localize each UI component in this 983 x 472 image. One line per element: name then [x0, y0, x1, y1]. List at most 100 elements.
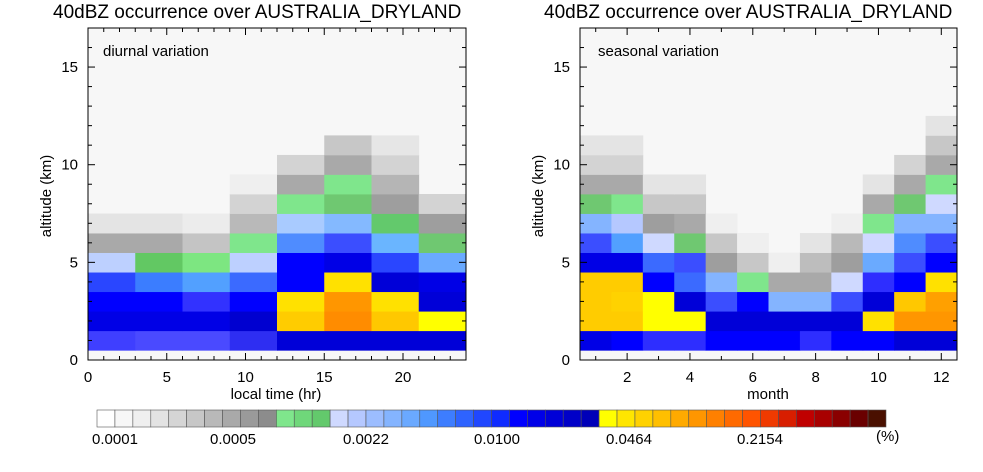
y-tick-label: 0	[562, 352, 570, 369]
y-tick-label: 10	[61, 157, 78, 174]
colorbar-swatch	[634, 409, 654, 428]
heatmap-cell	[894, 174, 926, 195]
axis-ticks: 0 5 10 15 0 5 10 15 20	[61, 27, 467, 386]
heatmap-cell	[324, 272, 372, 293]
heatmap-cell	[418, 311, 467, 332]
colorbar-swatch	[760, 409, 779, 428]
heatmap-cell	[674, 311, 707, 332]
y-tick-label: 15	[553, 59, 570, 76]
heatmap-cell	[277, 194, 325, 214]
colorbar-swatch	[383, 409, 403, 428]
colorbar: 0.0001 0.0005 0.0022 0.0100 0.0464 0.2154 (%)	[92, 409, 899, 448]
heatmap-cell	[418, 194, 467, 214]
colorbar-swatch	[240, 409, 259, 428]
colorbar-swatch	[276, 409, 295, 428]
heatmap-cell	[768, 330, 801, 351]
heatmap-cell	[737, 330, 769, 351]
y-tick-label: 5	[562, 254, 570, 271]
heatmap-cell	[894, 233, 926, 253]
heatmap-cell	[324, 154, 372, 175]
heatmap-cell	[135, 291, 183, 312]
y-tick-label: 10	[553, 157, 570, 174]
colorbar-swatch	[96, 409, 116, 428]
x-axis-label: local time (hr)	[231, 386, 322, 403]
heatmap-cell	[705, 213, 738, 234]
heatmap-cell	[611, 330, 644, 351]
heatmap-cell	[737, 252, 769, 273]
heatmap-cell	[894, 194, 926, 214]
heatmap-cell	[831, 291, 864, 312]
heatmap-cell	[418, 291, 467, 312]
heatmap-cell	[135, 311, 183, 332]
x-axis-label: month	[747, 386, 789, 403]
heatmap-cell	[894, 154, 926, 175]
colorbar-tick-label: 0.0022	[343, 431, 389, 448]
colorbar-swatch	[580, 409, 600, 428]
heatmap-cell	[925, 291, 958, 312]
heatmap-cell	[182, 311, 231, 332]
colorbar-tick-label: 0.0001	[92, 431, 138, 448]
colorbar-swatch	[347, 409, 367, 428]
heatmap-cell	[611, 213, 644, 234]
colorbar-swatch	[867, 409, 887, 428]
heatmap-cell	[371, 233, 420, 253]
heatmap-cell	[371, 194, 420, 214]
x-tick-label: 4	[686, 369, 694, 386]
heatmap-cell	[580, 135, 612, 156]
colorbar-swatch	[796, 409, 815, 428]
colorbar-swatch	[742, 409, 761, 428]
heatmap-cell	[611, 252, 644, 273]
heatmap-cell	[642, 174, 675, 195]
heatmap-cell	[831, 272, 864, 293]
heatmap-cell	[862, 291, 895, 312]
heatmap-cell	[182, 272, 231, 293]
heatmap-cell	[862, 272, 895, 293]
colorbar-swatch	[724, 409, 743, 428]
heatmap-cell	[277, 311, 325, 332]
heatmap-cell	[418, 330, 467, 351]
colorbar-swatch	[473, 409, 492, 428]
colorbar-swatch	[150, 409, 170, 428]
heatmap-cell	[324, 330, 372, 351]
heatmap-cell	[925, 272, 958, 293]
colorbar-swatch	[509, 409, 528, 428]
colorbar-swatch	[562, 409, 582, 428]
heatmap-cell	[799, 330, 832, 351]
heatmap-cell	[88, 311, 136, 332]
colorbar-swatch	[598, 409, 618, 428]
heatmap-cell	[277, 291, 325, 312]
colorbar-swatch	[293, 409, 313, 428]
heatmap-cell	[371, 213, 420, 234]
heatmap-cell	[642, 233, 675, 253]
colorbar-swatch	[831, 409, 851, 428]
heatmap-cell	[674, 252, 707, 273]
heatmap-cell	[831, 213, 864, 234]
colorbar-swatch	[688, 409, 707, 428]
heatmap-cell	[705, 252, 738, 273]
heatmap-cell	[674, 174, 707, 195]
heatmap-cell	[925, 233, 958, 253]
heatmap-cell	[580, 233, 612, 253]
heatmap-cell	[324, 311, 372, 332]
heatmap-cell	[580, 154, 612, 175]
heatmap-cell	[418, 272, 467, 293]
heatmap-cell	[135, 252, 183, 273]
heatmap-cell	[611, 291, 644, 312]
colorbar-swatch	[778, 409, 797, 428]
heatmap-cell	[925, 135, 958, 156]
heatmap-cell	[894, 213, 926, 234]
colorbar-swatch	[849, 409, 869, 428]
colorbar-swatch	[114, 409, 134, 428]
heatmap-cell	[862, 252, 895, 273]
heatmap-cell	[862, 330, 895, 351]
heatmap-cell	[642, 291, 675, 312]
x-tick-label: 6	[749, 369, 757, 386]
heatmap-cell	[799, 233, 832, 253]
heatmap-cell	[580, 252, 612, 273]
heatmap-cell	[705, 330, 738, 351]
heatmap-cell	[229, 252, 278, 273]
heatmap-cell	[371, 330, 420, 351]
heatmap-cell	[611, 154, 644, 175]
heatmap-cell	[831, 233, 864, 253]
